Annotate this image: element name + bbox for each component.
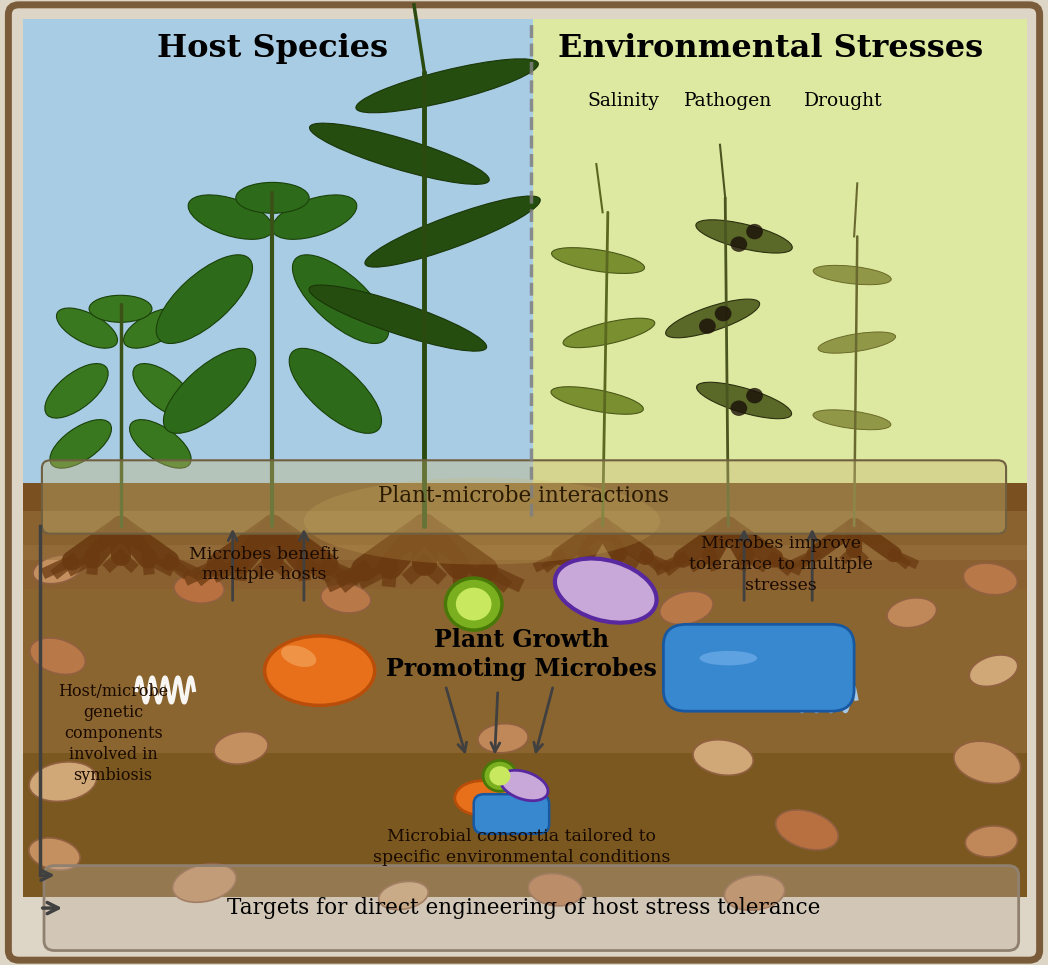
Ellipse shape	[45, 364, 108, 418]
FancyBboxPatch shape	[533, 19, 1027, 516]
Ellipse shape	[29, 638, 86, 675]
Text: Microbial consortia tailored to
specific environmental conditions: Microbial consortia tailored to specific…	[373, 828, 671, 867]
Bar	[23, 589, 1027, 897]
Text: Host Species: Host Species	[157, 33, 388, 64]
Ellipse shape	[500, 770, 548, 801]
Text: Plant Growth
Promoting Microbes: Plant Growth Promoting Microbes	[387, 628, 657, 680]
Ellipse shape	[724, 875, 785, 910]
Ellipse shape	[34, 555, 82, 584]
Ellipse shape	[365, 196, 541, 267]
Ellipse shape	[28, 838, 81, 870]
Ellipse shape	[954, 741, 1021, 784]
Ellipse shape	[321, 584, 371, 613]
Text: Environmental Stresses: Environmental Stresses	[558, 33, 983, 64]
Text: Host/microbe
genetic
components
involved in
symbiosis: Host/microbe genetic components involved…	[58, 683, 169, 784]
Ellipse shape	[130, 420, 191, 468]
Ellipse shape	[969, 655, 1018, 686]
Text: Microbes improve
tolerance to multiple
stresses: Microbes improve tolerance to multiple s…	[689, 536, 873, 593]
Ellipse shape	[289, 348, 381, 433]
Ellipse shape	[173, 864, 236, 902]
Circle shape	[483, 760, 517, 791]
Ellipse shape	[124, 308, 184, 348]
Ellipse shape	[214, 731, 268, 764]
Ellipse shape	[818, 332, 896, 353]
Ellipse shape	[133, 364, 196, 418]
FancyBboxPatch shape	[42, 460, 1006, 534]
Ellipse shape	[57, 308, 117, 348]
Circle shape	[715, 306, 732, 321]
FancyBboxPatch shape	[663, 624, 854, 711]
Ellipse shape	[356, 59, 539, 113]
Ellipse shape	[554, 559, 657, 622]
Ellipse shape	[696, 220, 792, 253]
Ellipse shape	[309, 285, 486, 351]
Ellipse shape	[699, 650, 757, 666]
Ellipse shape	[292, 255, 389, 344]
Ellipse shape	[264, 636, 374, 705]
Ellipse shape	[697, 382, 791, 419]
Ellipse shape	[478, 724, 528, 753]
Ellipse shape	[309, 124, 489, 184]
FancyBboxPatch shape	[474, 794, 549, 834]
Text: Drought: Drought	[804, 93, 883, 110]
Ellipse shape	[378, 881, 429, 910]
Circle shape	[730, 236, 747, 252]
Ellipse shape	[50, 420, 111, 468]
Ellipse shape	[455, 781, 509, 815]
Bar	[23, 511, 1027, 593]
Circle shape	[746, 224, 763, 239]
Ellipse shape	[29, 762, 96, 801]
Ellipse shape	[89, 295, 152, 322]
Ellipse shape	[551, 248, 645, 273]
Ellipse shape	[304, 478, 660, 565]
Ellipse shape	[693, 740, 754, 775]
Circle shape	[699, 318, 716, 334]
Circle shape	[746, 388, 763, 403]
Ellipse shape	[563, 318, 655, 347]
Ellipse shape	[281, 646, 316, 667]
Circle shape	[489, 766, 510, 786]
Text: Plant-microbe interactions: Plant-microbe interactions	[378, 485, 670, 507]
Ellipse shape	[189, 195, 272, 239]
Circle shape	[730, 400, 747, 416]
Text: Microbes benefit
multiple hosts: Microbes benefit multiple hosts	[190, 545, 339, 584]
Ellipse shape	[813, 410, 891, 429]
Text: Pathogen: Pathogen	[684, 93, 772, 110]
Circle shape	[456, 588, 492, 620]
Ellipse shape	[887, 598, 937, 627]
Ellipse shape	[776, 810, 838, 850]
Ellipse shape	[174, 574, 224, 603]
Ellipse shape	[965, 826, 1018, 857]
FancyBboxPatch shape	[44, 866, 1019, 951]
Circle shape	[445, 578, 502, 630]
Ellipse shape	[551, 387, 643, 414]
Text: Targets for direct engineering of host stress tolerance: Targets for direct engineering of host s…	[227, 897, 821, 919]
Ellipse shape	[528, 873, 583, 906]
Ellipse shape	[963, 564, 1018, 594]
Ellipse shape	[272, 195, 356, 239]
FancyBboxPatch shape	[23, 19, 533, 516]
Ellipse shape	[660, 592, 713, 624]
Ellipse shape	[665, 299, 760, 338]
Ellipse shape	[236, 182, 309, 213]
Bar	[23, 482, 1027, 545]
Ellipse shape	[156, 255, 253, 344]
Ellipse shape	[163, 348, 256, 433]
Bar	[23, 753, 1027, 897]
Ellipse shape	[813, 265, 891, 285]
FancyBboxPatch shape	[8, 5, 1040, 960]
Bar	[23, 511, 1027, 560]
Text: Salinity: Salinity	[588, 93, 659, 110]
